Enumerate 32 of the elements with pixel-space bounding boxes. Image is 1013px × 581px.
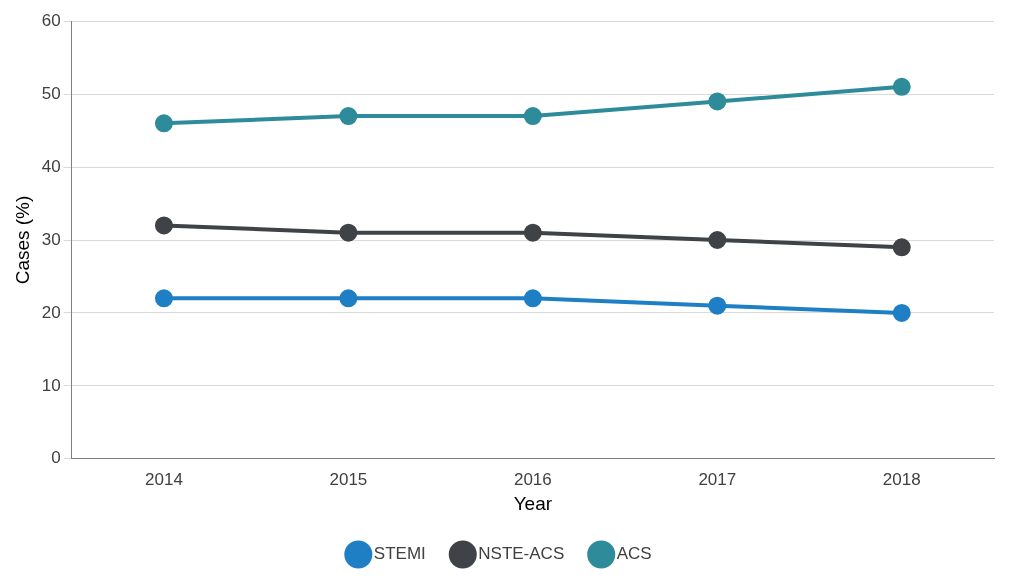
legend-label: STEMI (373, 544, 426, 564)
x-axis-title: Year (513, 492, 553, 514)
y-tick-label: 60 (41, 10, 61, 30)
point (154, 289, 173, 308)
y-axis-title: Cases (%) (11, 195, 33, 285)
point (892, 303, 911, 322)
legend-label: NSTE-ACS (478, 544, 565, 564)
x-tick-label: 2015 (329, 469, 368, 489)
point (154, 114, 173, 133)
y-tick-label: 10 (41, 375, 61, 395)
point (523, 289, 542, 308)
y-tick-label: 40 (41, 156, 61, 176)
point (523, 107, 542, 126)
x-tick-label: 2014 (145, 469, 183, 489)
point (339, 223, 358, 242)
point (339, 107, 358, 126)
point (523, 223, 542, 242)
point (708, 231, 727, 249)
y-tick-label: 30 (41, 229, 61, 249)
legend-label: ACS (616, 544, 652, 564)
x-tick-label: 2018 (882, 469, 921, 489)
y-tick-label: 20 (41, 302, 61, 322)
point (708, 296, 727, 315)
x-tick-label: 2017 (698, 469, 737, 489)
x-tick-label: 2016 (513, 469, 552, 489)
point (154, 216, 173, 235)
point (708, 92, 727, 111)
point (892, 238, 911, 257)
point (892, 77, 911, 96)
point (339, 289, 358, 308)
y-tick-label: 0 (51, 448, 61, 468)
y-tick-label: 50 (41, 83, 61, 103)
